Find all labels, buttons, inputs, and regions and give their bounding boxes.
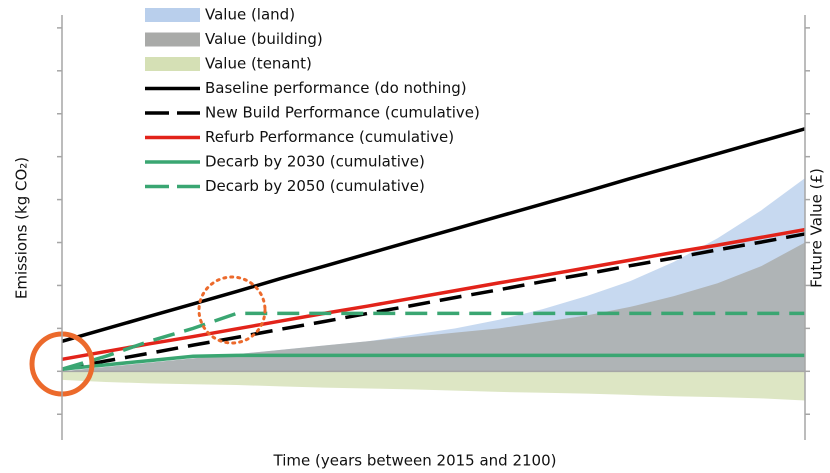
series-line xyxy=(61,232,806,371)
series-line xyxy=(61,227,806,362)
area xyxy=(62,371,805,401)
legend-label: Baseline performance (do nothing) xyxy=(205,79,467,97)
legend-label: Refurb Performance (cumulative) xyxy=(205,128,454,146)
legend-label: Value (tenant) xyxy=(205,55,312,73)
y2-axis-label: Future Value (£) xyxy=(808,168,826,288)
legend-label: Value (land) xyxy=(205,6,295,24)
legend-label: Decarb by 2030 (cumulative) xyxy=(205,153,425,171)
highlight-dotted-circle xyxy=(197,275,267,345)
legend-label: Decarb by 2050 (cumulative) xyxy=(205,177,425,195)
legend-label: Value (building) xyxy=(205,30,323,48)
series-line xyxy=(61,311,805,371)
series-line xyxy=(61,127,806,343)
legend-swatch xyxy=(145,8,200,22)
area xyxy=(62,242,805,372)
legend-swatch xyxy=(145,32,200,47)
series-line xyxy=(61,353,805,371)
plot-area xyxy=(61,127,806,401)
y-axis-label: Emissions (kg CO₂) xyxy=(13,157,31,299)
x-axis-label: Time (years between 2015 and 2100) xyxy=(273,452,557,470)
legend-swatch xyxy=(145,57,200,71)
legend-label: New Build Performance (cumulative) xyxy=(205,104,480,122)
